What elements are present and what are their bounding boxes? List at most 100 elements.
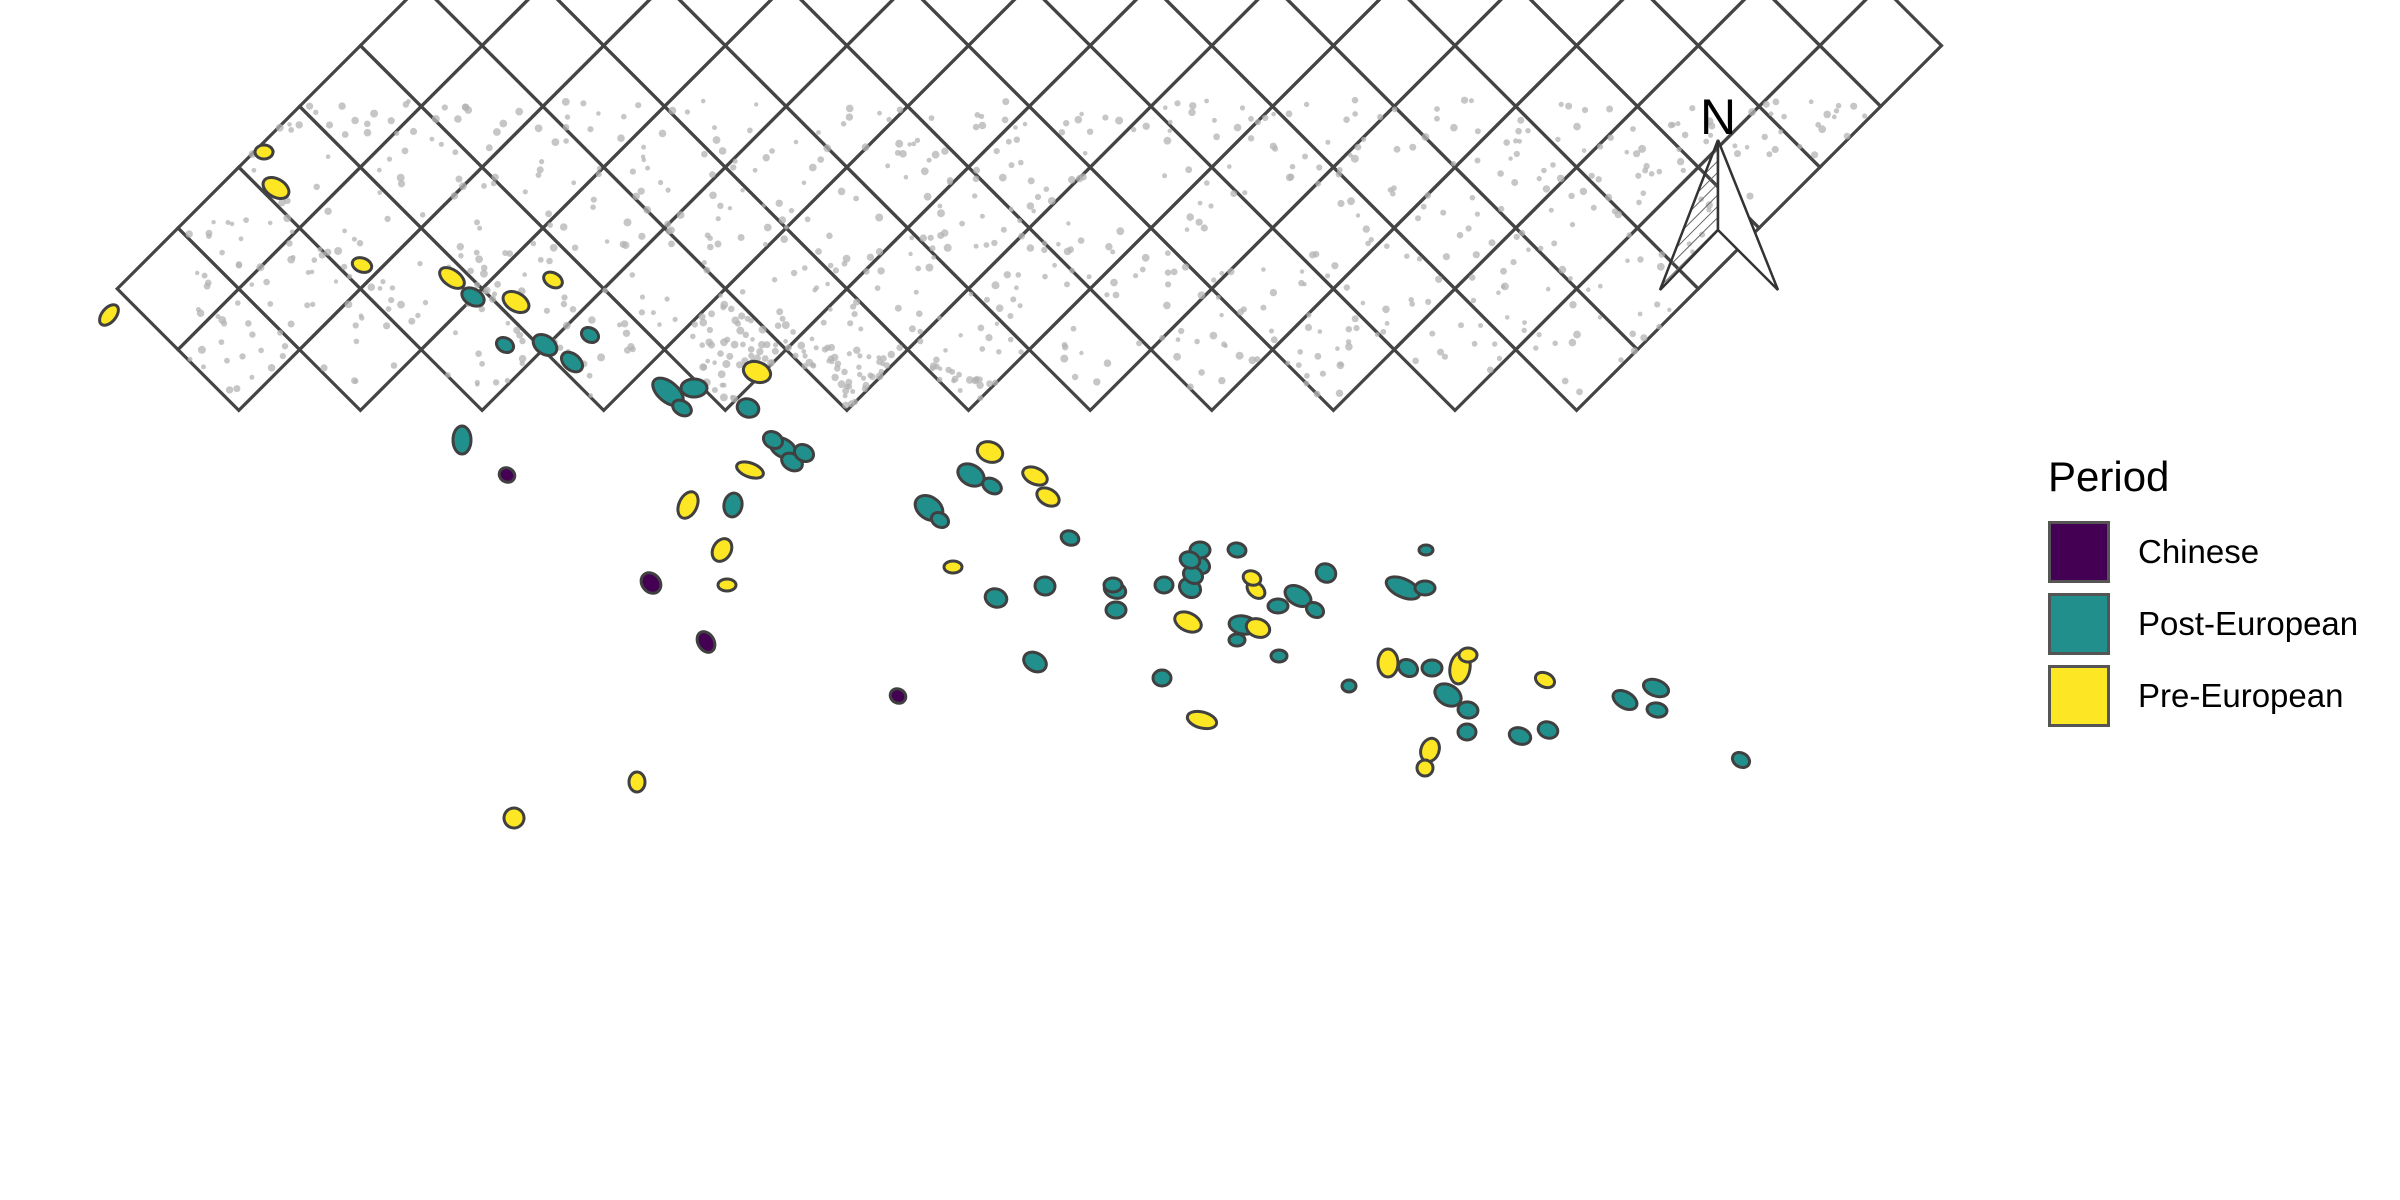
artefact-point xyxy=(353,338,360,345)
artefact-point xyxy=(560,300,568,308)
artefact-point xyxy=(931,150,940,159)
artefact-point xyxy=(536,166,544,174)
artefact-point xyxy=(704,232,711,239)
artefact-point xyxy=(937,232,945,239)
artefact-point xyxy=(341,263,348,270)
artefact-point xyxy=(1355,213,1361,218)
artefact-point xyxy=(1496,290,1501,296)
grid-cell xyxy=(555,0,652,48)
artefact-point xyxy=(1456,231,1464,239)
artefact-point xyxy=(481,183,487,189)
artefact-point xyxy=(1361,136,1367,142)
artefact-point xyxy=(281,343,289,350)
artefact-point xyxy=(441,104,448,111)
artefact-point xyxy=(846,351,852,357)
artefact-point xyxy=(267,220,273,226)
artefact-point xyxy=(797,341,806,350)
artefact-point xyxy=(562,124,570,131)
artefact-point xyxy=(1667,307,1672,312)
artefact-point xyxy=(1248,115,1254,122)
artefact-point xyxy=(1303,101,1310,108)
artefact-point xyxy=(1515,127,1522,135)
artefact-point xyxy=(972,123,980,131)
artefact-point xyxy=(711,387,718,393)
legend-swatch-chinese xyxy=(2048,521,2110,583)
artefact-point xyxy=(827,343,836,352)
artefact-point xyxy=(1309,251,1317,259)
artefact-point xyxy=(858,326,864,332)
grid-cell xyxy=(799,0,895,48)
artefact-point xyxy=(894,304,902,312)
artefact-point xyxy=(1675,121,1681,127)
artefact-point xyxy=(1233,123,1242,132)
artefact-point xyxy=(992,379,999,386)
artefact-point xyxy=(325,121,334,129)
artefact-point xyxy=(1287,173,1295,181)
grid-cell xyxy=(1027,43,1154,170)
artefact-point xyxy=(1007,313,1014,319)
grid-cell xyxy=(540,43,667,170)
artefact-point xyxy=(1289,163,1296,170)
artefact-point xyxy=(401,147,409,155)
artefact-point xyxy=(866,253,875,261)
site-features xyxy=(98,143,1752,830)
artefact-point xyxy=(831,373,839,382)
artefact-point xyxy=(983,242,990,248)
legend-item-chinese: Chinese xyxy=(2048,516,2388,588)
artefact-point xyxy=(267,364,276,372)
artefact-point xyxy=(602,287,608,294)
artefact-point xyxy=(779,315,786,322)
artefact-point xyxy=(1823,110,1831,119)
artefact-point xyxy=(249,282,255,287)
artefact-point xyxy=(1581,106,1589,114)
artefact-point xyxy=(1474,211,1480,217)
artefact-point xyxy=(821,346,829,353)
artefact-point xyxy=(1681,131,1689,139)
artefact-point xyxy=(275,123,284,132)
artefact-point xyxy=(1208,203,1214,209)
artefact-point xyxy=(623,218,632,227)
artefact-point xyxy=(1818,125,1827,134)
artefact-point xyxy=(823,144,832,153)
artefact-point xyxy=(958,333,963,338)
artefact-point xyxy=(977,324,985,332)
artefact-point xyxy=(1303,380,1310,387)
artefact-point xyxy=(1579,187,1588,196)
artefact-point xyxy=(474,219,480,226)
artefact-point xyxy=(929,365,936,372)
artefact-point xyxy=(658,179,664,186)
artefact-point xyxy=(464,106,473,114)
artefact-point xyxy=(926,157,932,163)
grid-cell xyxy=(1817,0,1944,109)
artefact-point xyxy=(483,288,488,294)
artefact-point xyxy=(1272,145,1279,152)
artefact-point xyxy=(1478,323,1484,328)
artefact-point xyxy=(1689,105,1696,112)
site-feature-pre-european xyxy=(542,270,564,290)
artefact-point xyxy=(1606,105,1614,113)
artefact-point xyxy=(1465,225,1472,232)
artefact-point xyxy=(305,270,311,275)
artefact-point xyxy=(1269,328,1274,334)
artefact-point xyxy=(1163,136,1172,145)
artefact-point xyxy=(1010,296,1017,303)
artefact-point xyxy=(664,220,671,228)
artefact-point xyxy=(876,358,883,365)
artefact-point xyxy=(1269,288,1278,297)
grid-cell xyxy=(966,0,1093,109)
artefact-point xyxy=(758,325,767,334)
artefact-point xyxy=(709,191,717,200)
artefact-point xyxy=(1605,193,1613,201)
artefact-point xyxy=(438,141,444,147)
artefact-point xyxy=(815,248,822,255)
artefact-point xyxy=(771,277,778,283)
artefact-point xyxy=(877,267,885,275)
artefact-point xyxy=(705,338,713,347)
artefact-point xyxy=(1597,315,1603,320)
artefact-point xyxy=(390,362,398,369)
grid-cell xyxy=(601,0,728,109)
grid-cell xyxy=(236,225,363,352)
artefact-point xyxy=(1425,298,1432,305)
artefact-point xyxy=(998,173,1007,182)
artefact-point xyxy=(1306,312,1312,318)
